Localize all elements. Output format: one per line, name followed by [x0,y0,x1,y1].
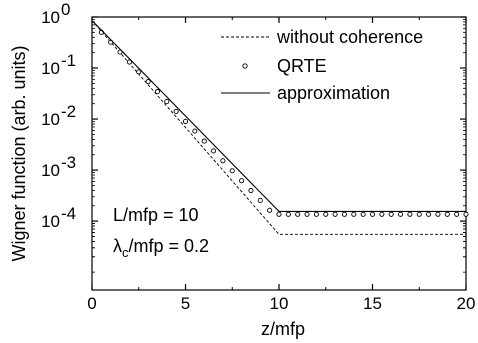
x-axis-title: z/mfp [261,319,305,339]
qrte-point [351,211,357,217]
qrte-point [285,211,291,217]
qrte-point [220,158,226,164]
qrte-point [248,188,254,194]
y-tick-label: 10 [41,8,60,27]
y-tick-label-exponent: -4 [61,204,76,223]
x-axis-ticks: 0 5 10 15 20 [87,17,475,313]
qrte-point [136,69,142,75]
qrte-point [229,168,235,174]
annotation-lambda-c: λc/mfp = 0.2 [113,236,209,260]
qrte-point [416,211,422,217]
y-tick-label-exponent: -2 [61,102,76,121]
legend: without coherence QRTE approximation [221,27,423,103]
qrte-point [444,211,450,217]
qrte-point [332,211,338,217]
y-tick-label: 10 [41,161,60,180]
legend-label-approximation: approximation [277,83,390,103]
annotation-l-mfp: L/mfp = 10 [113,205,199,225]
approximation-line [91,20,466,212]
qrte-point [379,211,385,217]
annotation-lambda-rest: /mfp = 0.2 [129,236,210,256]
qrte-point [295,211,301,217]
y-tick-label: 10 [41,212,60,231]
x-tick-label: 20 [457,294,476,313]
qrte-point [192,128,198,134]
y-axis-title: Wigner function (arb. units) [9,45,29,261]
qrte-point [239,178,245,184]
qrte-point [201,138,207,144]
x-tick-label: 5 [181,294,190,313]
y-tick-label-exponent: -3 [61,153,76,172]
qrte-point [154,89,160,95]
series-layer [91,20,469,235]
qrte-point [388,211,394,217]
qrte-point [323,211,329,217]
qrte-point [435,211,441,217]
qrte-point [341,211,348,217]
legend-circle-swatch [242,63,248,69]
y-tick-label: 10 [41,59,60,78]
qrte-point [426,211,432,217]
qrte-point [276,211,282,217]
qrte-point [164,99,170,105]
without-coherence-line [91,20,466,235]
qrte-point [145,79,151,85]
legend-label-qrte: QRTE [277,56,327,76]
qrte-point [313,211,319,217]
qrte-point [360,211,366,217]
lambda-subscript: c [122,245,129,260]
qrte-point [454,211,460,217]
qrte-point [173,108,179,114]
qrte-point [463,211,469,217]
qrte-point [369,211,376,217]
qrte-point [397,211,404,217]
lambda-symbol: λ [113,236,122,256]
qrte-point [267,207,273,213]
x-tick-label: 0 [87,294,96,313]
y-tick-label-exponent: 0 [61,0,70,19]
qrte-point [257,197,263,204]
x-tick-label: 10 [270,294,289,313]
qrte-point [182,118,189,124]
y-tick-label: 10 [41,110,60,129]
x-tick-label: 15 [363,294,382,313]
qrte-point [210,148,217,154]
qrte-point [304,211,310,217]
legend-label-without-coherence: without coherence [276,27,423,47]
y-tick-label-exponent: -1 [61,51,76,70]
qrte-point [407,211,413,217]
qrte-point [126,59,132,65]
